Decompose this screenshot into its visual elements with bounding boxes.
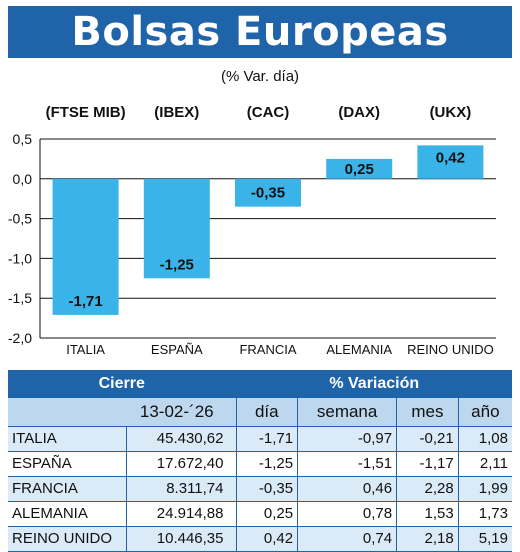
row-dia: -0,35 [235,476,298,502]
table-group-header-row: Cierre % Variación [8,370,512,398]
page-title: Bolsas Europeas [71,9,449,55]
bar-value-label: -1,71 [68,293,102,310]
quotes-table: Cierre % Variación 13-02-´26 día semana … [8,370,512,552]
category-label: ITALIA [66,342,105,357]
row-mes: -1,17 [396,451,459,477]
semana-column-header: semana [297,398,397,427]
row-ano: 5,19 [457,526,512,552]
row-name: REINO UNIDO [8,526,126,552]
row-mes: 1,53 [396,501,459,527]
y-tick-label: -0,5 [8,211,32,227]
ano-column-header: año [457,398,512,427]
bar [417,145,484,179]
mes-column-header: mes [396,398,459,427]
title-banner: Bolsas Europeas [8,6,512,58]
row-semana: 0,78 [297,501,397,527]
row-dia: 0,42 [235,526,298,552]
row-semana: -1,51 [297,451,397,477]
row-mes: 2,28 [396,476,459,502]
row-dia: -1,25 [235,451,298,477]
category-label: ALEMANIA [326,342,392,357]
index-label: (DAX) [338,104,380,121]
name-column-header [8,398,126,427]
bar-chart: 0,5 0,0 -0,5 -1,0 -1,5 -2,0 -1,71 (FTSE MIB) ITA… [8,104,496,357]
row-dia: 0,25 [235,501,298,527]
row-ano: 1,08 [457,426,512,452]
row-name: ITALIA [8,426,126,452]
index-label: (CAC) [247,104,290,121]
index-label: (IBEX) [154,104,199,121]
y-tick-label: -2,0 [8,330,32,346]
cierre-group-header: Cierre [8,370,236,398]
dia-column-header: día [235,398,298,427]
row-name: ALEMANIA [8,501,126,527]
date-column-header: 13-02-´26 [126,398,236,427]
bar [326,158,393,179]
table-row: ESPAÑA 17.672,40 -1,25 -1,51 -1,17 2,11 [8,451,512,477]
chart-subtitle: (% Var. día) [220,68,300,85]
category-label: FRANCIA [239,342,296,357]
row-ano: 2,11 [457,451,512,477]
row-mes: -0,21 [396,426,459,452]
row-name: ESPAÑA [8,451,126,477]
quotes-table-container: Cierre % Variación 13-02-´26 día semana … [8,370,512,552]
table-row: FRANCIA 8.311,74 -0,35 0,46 2,28 1,99 [8,476,512,502]
row-cierre: 17.672,40 [125,451,236,477]
row-semana: 0,46 [297,476,397,502]
bar-value-label: 0,25 [345,161,374,178]
category-label: REINO UNIDO [407,342,494,357]
table-row: ITALIA 45.430,62 -1,71 -0,97 -0,21 1,08 [8,426,512,452]
row-ano: 1,99 [457,476,512,502]
row-ano: 1,73 [457,501,512,527]
table-row: ALEMANIA 24.914,88 0,25 0,78 1,53 1,73 [8,501,512,527]
index-label: (UKX) [430,104,472,121]
bar [52,178,119,315]
table-row: REINO UNIDO 10.446,35 0,42 0,74 2,18 5,1… [8,526,512,552]
bar [143,178,210,279]
y-tick-label: 0,0 [13,171,33,187]
variacion-group-header: % Variación [235,370,512,398]
row-cierre: 24.914,88 [125,501,236,527]
bar-value-label: -0,35 [251,185,285,202]
row-semana: 0,74 [297,526,397,552]
table-column-header-row: 13-02-´26 día semana mes año [8,398,512,427]
row-semana: -0,97 [297,426,397,452]
y-tick-label: -1,0 [8,250,32,266]
row-cierre: 10.446,35 [125,526,236,552]
row-cierre: 8.311,74 [125,476,236,502]
index-label: (FTSE MIB) [46,104,126,121]
row-name: FRANCIA [8,476,126,502]
category-label: ESPAÑA [151,342,203,357]
y-tick-label: 0,5 [13,131,33,147]
row-cierre: 45.430,62 [125,426,236,452]
bar [235,178,301,207]
row-dia: -1,71 [235,426,298,452]
bar-value-label: -1,25 [160,256,194,273]
y-tick-label: -1,5 [8,290,32,306]
bar-value-label: 0,42 [436,149,465,166]
row-mes: 2,18 [396,526,459,552]
